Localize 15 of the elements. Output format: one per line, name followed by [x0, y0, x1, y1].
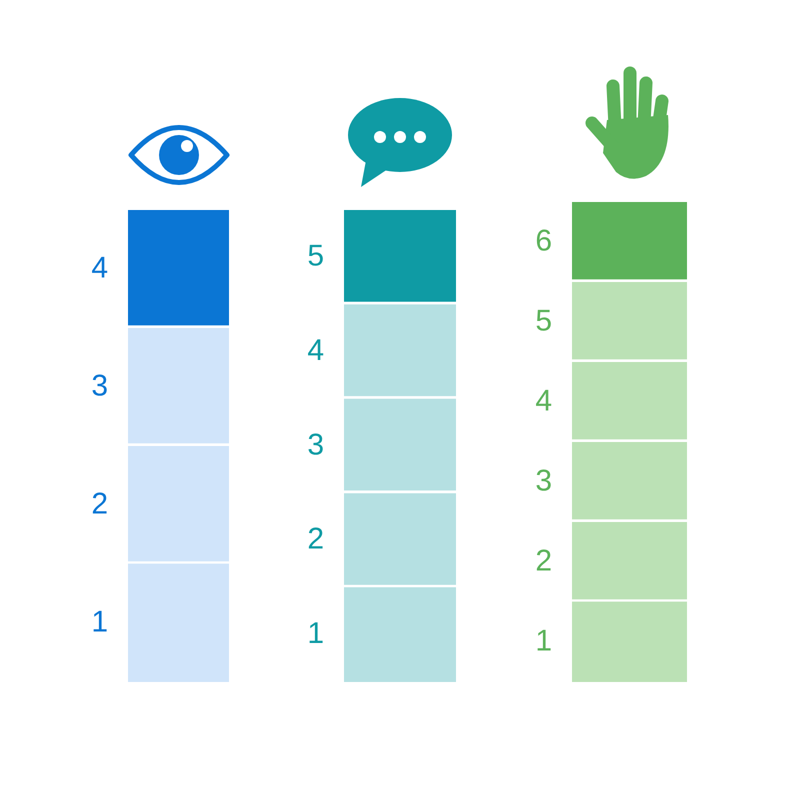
y-tick-label: 5 — [307, 239, 324, 272]
y-tick-label: 1 — [91, 605, 108, 638]
y-tick-label: 1 — [307, 617, 324, 650]
y-tick-label: 3 — [307, 428, 324, 462]
y-tick-label: 3 — [535, 464, 552, 498]
y-tick-label: 4 — [307, 334, 324, 367]
y-tick-label: 2 — [535, 544, 552, 578]
y-tick-label: 2 — [91, 487, 108, 520]
y-tick-label: 6 — [535, 224, 552, 258]
y-tick-label: 3 — [91, 369, 108, 402]
y-tick-label: 4 — [535, 384, 552, 418]
y-tick-label: 5 — [535, 304, 552, 338]
y-tick-label: 2 — [307, 522, 324, 556]
y-tick-label: 4 — [91, 251, 108, 284]
y-tick-label: 1 — [535, 624, 552, 658]
